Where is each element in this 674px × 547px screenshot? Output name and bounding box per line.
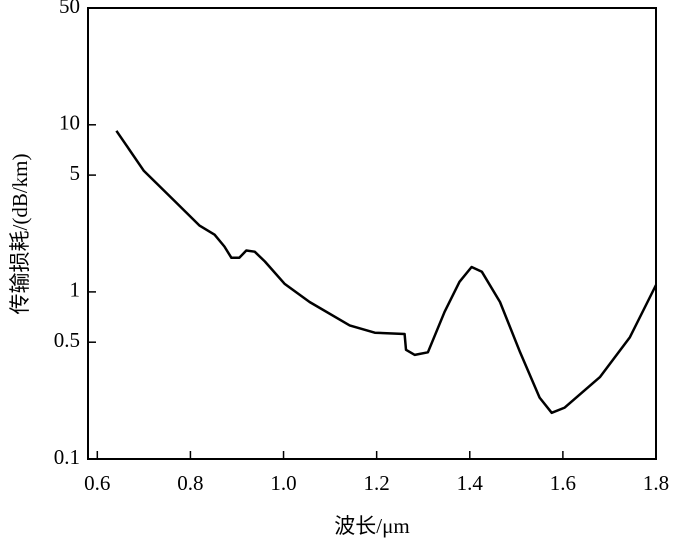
y-tick-label: 10 xyxy=(59,111,80,135)
y-axis-label: 传输损耗/(dB/km) xyxy=(8,153,32,314)
x-axis-label: 波长/μm xyxy=(334,514,409,538)
y-tick-label: 0.1 xyxy=(54,445,80,469)
y-tick-label: 1 xyxy=(70,278,81,302)
x-tick-label: 1.2 xyxy=(364,471,390,495)
plot-frame xyxy=(87,7,657,460)
x-tick-label: 1.8 xyxy=(643,471,669,495)
x-tick-label: 0.8 xyxy=(177,471,203,495)
x-tick-label: 1.4 xyxy=(457,471,484,495)
x-tick-label: 1.0 xyxy=(270,471,296,495)
y-tick-label: 5 xyxy=(70,161,81,185)
y-tick-label: 0.5 xyxy=(54,328,80,352)
x-tick-label: 0.6 xyxy=(84,471,110,495)
y-tick-label: 50 xyxy=(59,0,80,18)
loss-curve xyxy=(115,130,658,415)
x-tick-label: 1.6 xyxy=(550,471,576,495)
